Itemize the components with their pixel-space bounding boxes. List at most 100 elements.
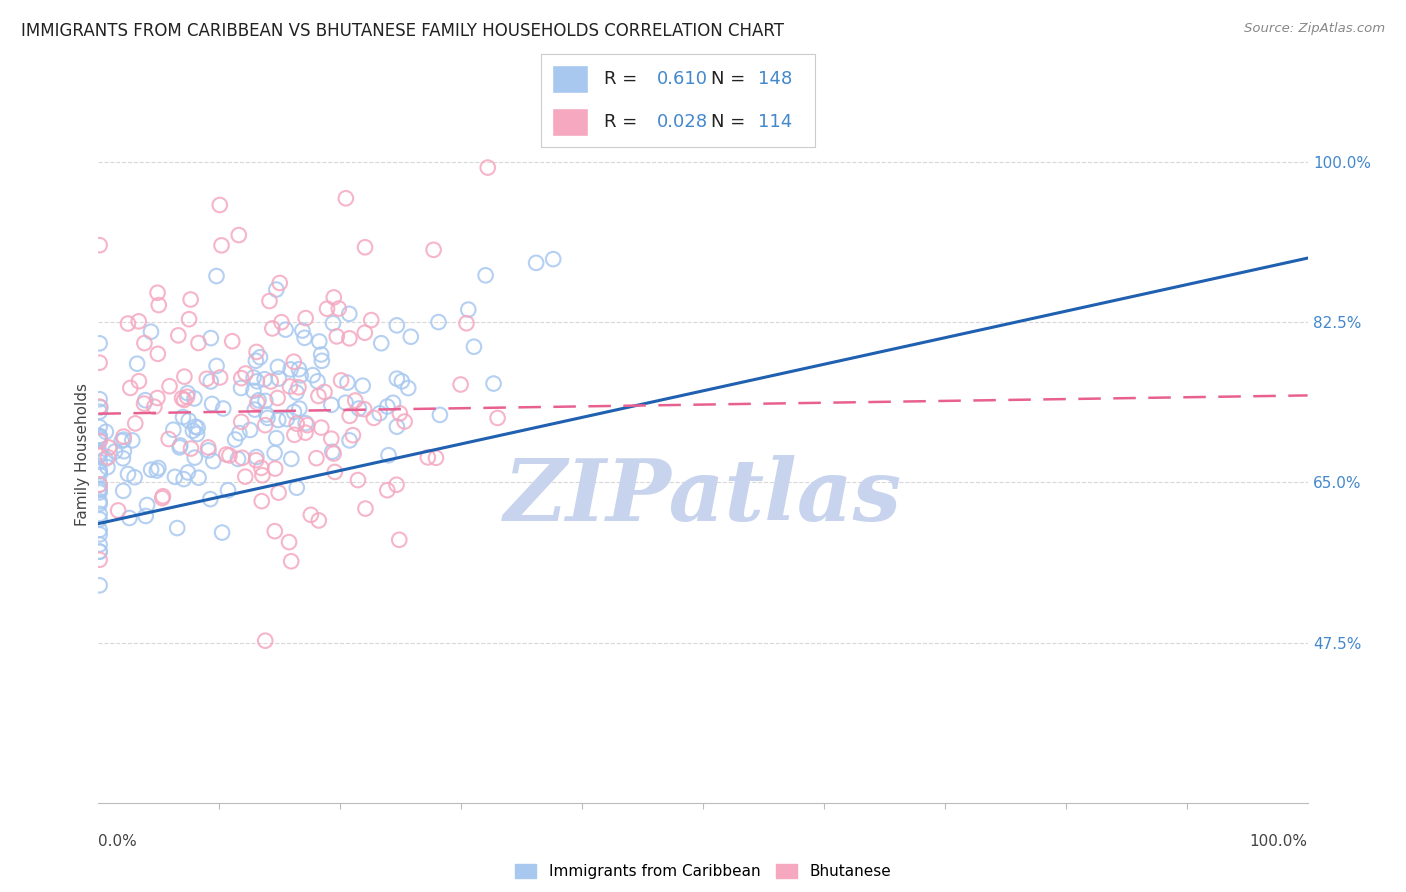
Point — [314, 384, 336, 399]
Point — [205, 359, 228, 373]
Point — [256, 408, 278, 422]
Point — [278, 379, 301, 393]
Point — [89, 405, 111, 419]
Point — [263, 524, 285, 538]
Point — [249, 350, 271, 364]
Point — [382, 396, 405, 410]
Point — [163, 470, 186, 484]
Point — [245, 345, 267, 359]
Point — [94, 425, 117, 439]
Point — [308, 513, 330, 527]
Text: 148: 148 — [758, 70, 792, 87]
Point — [200, 331, 222, 345]
Point — [229, 381, 252, 395]
Point — [330, 373, 353, 387]
Point — [89, 467, 111, 482]
Point — [173, 472, 195, 486]
Point — [385, 318, 408, 333]
Point — [486, 411, 509, 425]
Point — [353, 402, 375, 417]
Point — [136, 498, 159, 512]
Point — [299, 508, 322, 522]
Point — [173, 369, 195, 384]
Point — [146, 463, 169, 477]
Text: 114: 114 — [758, 113, 792, 131]
Point — [311, 354, 333, 368]
Point — [245, 353, 267, 368]
Point — [283, 405, 305, 419]
Point — [288, 362, 311, 376]
Point — [239, 423, 262, 437]
Point — [89, 336, 111, 351]
Point — [254, 633, 277, 648]
Point — [89, 447, 111, 461]
Text: N =: N = — [711, 113, 745, 131]
Point — [267, 371, 290, 385]
Point — [280, 362, 302, 376]
Text: N =: N = — [711, 70, 745, 87]
Point — [235, 367, 257, 381]
Point — [456, 316, 478, 330]
Point — [541, 252, 564, 266]
Point — [252, 468, 274, 483]
Point — [259, 293, 281, 308]
Point — [385, 419, 408, 434]
Point — [221, 334, 243, 349]
Point — [89, 445, 111, 459]
Point — [150, 491, 173, 505]
Point — [427, 315, 450, 329]
Point — [94, 451, 117, 466]
Point — [243, 402, 266, 417]
Point — [128, 374, 150, 388]
Point — [278, 535, 301, 549]
Point — [316, 301, 339, 316]
Text: 100.0%: 100.0% — [1250, 834, 1308, 849]
Point — [89, 455, 111, 469]
Point — [231, 450, 253, 465]
Point — [146, 285, 169, 300]
Point — [104, 444, 127, 458]
Point — [321, 432, 343, 446]
Point — [212, 401, 235, 416]
Point — [245, 453, 267, 467]
Point — [266, 391, 288, 405]
Point — [269, 276, 291, 290]
Point — [226, 451, 249, 466]
Point — [124, 417, 146, 431]
Point — [294, 416, 316, 430]
Point — [134, 336, 156, 351]
Point — [396, 381, 419, 395]
Point — [245, 450, 267, 464]
Point — [425, 450, 447, 465]
Point — [97, 450, 120, 465]
Point — [416, 450, 439, 465]
Point — [187, 471, 209, 485]
Point — [197, 441, 219, 455]
Point — [89, 434, 111, 449]
Point — [394, 415, 416, 429]
Point — [111, 434, 134, 448]
Point — [347, 473, 370, 487]
Point — [200, 375, 222, 389]
Point — [250, 461, 273, 475]
Point — [111, 451, 134, 466]
Point — [285, 481, 308, 495]
Point — [353, 326, 375, 340]
Point — [187, 421, 209, 435]
Point — [89, 429, 111, 443]
Point — [121, 434, 143, 448]
Point — [354, 240, 377, 254]
Point — [474, 268, 496, 283]
Point — [183, 392, 205, 406]
Point — [186, 427, 208, 442]
Text: 0.0%: 0.0% — [98, 834, 138, 849]
Point — [360, 313, 382, 327]
Point — [170, 392, 193, 406]
Point — [89, 497, 111, 511]
Point — [321, 398, 343, 412]
Point — [89, 482, 111, 496]
Point — [89, 356, 111, 370]
Point — [112, 429, 135, 443]
Point — [463, 340, 485, 354]
Point — [162, 423, 184, 437]
